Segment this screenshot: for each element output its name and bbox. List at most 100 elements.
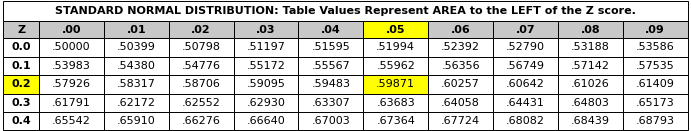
FancyBboxPatch shape [104, 75, 169, 94]
Text: 0.1: 0.1 [12, 61, 31, 71]
Text: .00: .00 [61, 24, 82, 34]
Text: .07: .07 [515, 24, 536, 34]
Text: .54380: .54380 [117, 61, 155, 71]
FancyBboxPatch shape [363, 75, 428, 94]
FancyBboxPatch shape [39, 112, 104, 130]
Text: .02: .02 [191, 24, 211, 34]
FancyBboxPatch shape [493, 38, 558, 57]
FancyBboxPatch shape [39, 75, 104, 94]
FancyBboxPatch shape [3, 21, 39, 38]
FancyBboxPatch shape [623, 21, 688, 38]
FancyBboxPatch shape [3, 75, 39, 94]
FancyBboxPatch shape [104, 57, 169, 75]
Text: STANDARD NORMAL DISTRIBUTION: Table Values Represent AREA to the LEFT of the Z s: STANDARD NORMAL DISTRIBUTION: Table Valu… [55, 6, 636, 16]
FancyBboxPatch shape [169, 57, 234, 75]
Text: .55567: .55567 [312, 61, 350, 71]
FancyBboxPatch shape [3, 1, 688, 21]
FancyBboxPatch shape [299, 38, 363, 57]
FancyBboxPatch shape [493, 75, 558, 94]
FancyBboxPatch shape [234, 75, 299, 94]
FancyBboxPatch shape [428, 75, 493, 94]
Text: .51197: .51197 [247, 42, 285, 53]
Text: .65173: .65173 [636, 98, 674, 108]
FancyBboxPatch shape [299, 112, 363, 130]
Text: .60257: .60257 [441, 79, 480, 89]
FancyBboxPatch shape [493, 112, 558, 130]
FancyBboxPatch shape [493, 21, 558, 38]
Text: .51595: .51595 [312, 42, 350, 53]
Text: .53188: .53188 [571, 42, 609, 53]
Text: .61026: .61026 [571, 79, 609, 89]
FancyBboxPatch shape [428, 21, 493, 38]
Text: .64803: .64803 [571, 98, 609, 108]
Text: .52790: .52790 [506, 42, 545, 53]
Text: .62930: .62930 [247, 98, 285, 108]
Text: .59871: .59871 [376, 79, 415, 89]
Text: .64058: .64058 [441, 98, 480, 108]
FancyBboxPatch shape [3, 57, 39, 75]
Text: 0.2: 0.2 [12, 79, 31, 89]
FancyBboxPatch shape [39, 94, 104, 112]
Text: .68793: .68793 [636, 116, 674, 126]
Text: .58317: .58317 [117, 79, 155, 89]
Text: .60642: .60642 [506, 79, 545, 89]
Text: .55172: .55172 [247, 61, 285, 71]
Text: .05: .05 [386, 24, 406, 34]
FancyBboxPatch shape [623, 57, 688, 75]
Text: .64431: .64431 [506, 98, 545, 108]
FancyBboxPatch shape [428, 94, 493, 112]
Text: .04: .04 [321, 24, 341, 34]
Text: .65910: .65910 [117, 116, 155, 126]
FancyBboxPatch shape [104, 94, 169, 112]
FancyBboxPatch shape [169, 38, 234, 57]
FancyBboxPatch shape [493, 94, 558, 112]
FancyBboxPatch shape [299, 57, 363, 75]
FancyBboxPatch shape [363, 57, 428, 75]
FancyBboxPatch shape [234, 21, 299, 38]
FancyBboxPatch shape [299, 21, 363, 38]
FancyBboxPatch shape [428, 38, 493, 57]
FancyBboxPatch shape [169, 112, 234, 130]
Text: .66640: .66640 [247, 116, 285, 126]
Text: .68082: .68082 [506, 116, 545, 126]
FancyBboxPatch shape [558, 21, 623, 38]
FancyBboxPatch shape [39, 57, 104, 75]
FancyBboxPatch shape [493, 57, 558, 75]
Text: .01: .01 [126, 24, 146, 34]
FancyBboxPatch shape [3, 38, 39, 57]
FancyBboxPatch shape [558, 112, 623, 130]
FancyBboxPatch shape [169, 94, 234, 112]
Text: .61409: .61409 [636, 79, 674, 89]
Text: .67724: .67724 [441, 116, 480, 126]
Text: .63683: .63683 [377, 98, 415, 108]
Text: Z: Z [17, 24, 26, 34]
Text: .57142: .57142 [571, 61, 609, 71]
FancyBboxPatch shape [299, 94, 363, 112]
Text: .50000: .50000 [52, 42, 91, 53]
Text: .66276: .66276 [182, 116, 220, 126]
Text: .59095: .59095 [247, 79, 285, 89]
Text: .67364: .67364 [377, 116, 415, 126]
Text: .56749: .56749 [506, 61, 545, 71]
FancyBboxPatch shape [623, 94, 688, 112]
Text: .65542: .65542 [52, 116, 91, 126]
FancyBboxPatch shape [363, 94, 428, 112]
FancyBboxPatch shape [299, 75, 363, 94]
FancyBboxPatch shape [428, 57, 493, 75]
FancyBboxPatch shape [104, 112, 169, 130]
Text: .56356: .56356 [442, 61, 480, 71]
FancyBboxPatch shape [558, 75, 623, 94]
FancyBboxPatch shape [39, 38, 104, 57]
FancyBboxPatch shape [428, 112, 493, 130]
Text: .03: .03 [256, 24, 276, 34]
Text: .62552: .62552 [182, 98, 220, 108]
FancyBboxPatch shape [558, 57, 623, 75]
FancyBboxPatch shape [3, 112, 39, 130]
FancyBboxPatch shape [169, 75, 234, 94]
FancyBboxPatch shape [169, 21, 234, 38]
Text: .68439: .68439 [571, 116, 609, 126]
Text: .63307: .63307 [312, 98, 350, 108]
FancyBboxPatch shape [623, 75, 688, 94]
Text: .50798: .50798 [182, 42, 220, 53]
Text: .50399: .50399 [117, 42, 155, 53]
